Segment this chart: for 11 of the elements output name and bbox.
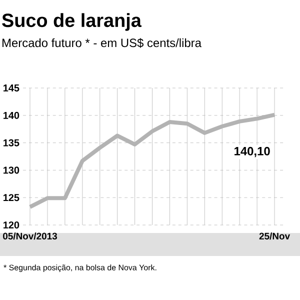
- y-tick-label: 120: [3, 221, 20, 229]
- y-tick-label: 140: [3, 112, 20, 119]
- chart-title: Suco de laranja: [2, 13, 142, 31]
- y-tick-label: 135: [3, 139, 20, 146]
- chart-subtitle: Mercado futuro * - em US$ cents/libra: [2, 38, 202, 48]
- data-label: 140,10: [234, 146, 270, 158]
- x-tick-label: 05/Nov/2013: [3, 232, 58, 240]
- x-tick-label: 25/Nov: [259, 232, 290, 240]
- y-tick-label: 145: [3, 84, 20, 92]
- y-tick-label: 125: [3, 194, 20, 202]
- y-tick-label: 130: [3, 166, 20, 174]
